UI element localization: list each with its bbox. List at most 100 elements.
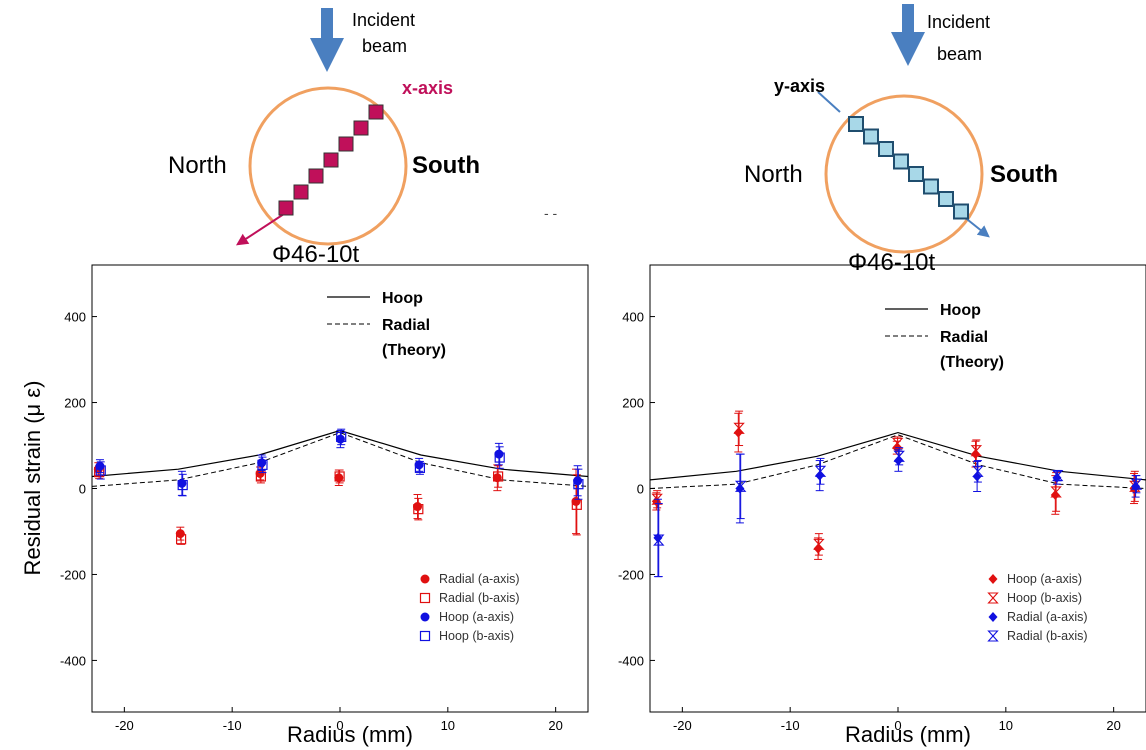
plot-frame [649,264,1146,713]
y-tick-label: 400 [622,310,644,325]
data-point [413,504,424,515]
y-tick-label: -200 [60,567,86,582]
incident-beam-arrow-icon [310,8,344,72]
legend-theory-note: (Theory) [940,354,1004,371]
measurement-point-square [308,168,324,184]
series-radial-a-axis- [653,449,1141,578]
measurement-point-square [353,120,369,136]
data-point [494,452,505,463]
legend-marker [988,574,998,584]
data-point [734,480,747,492]
x-tick-label: -20 [673,718,692,733]
legend-marker [420,574,430,584]
x-axis-title: Radius (mm) [287,722,413,747]
legend-marker [988,612,998,622]
y-tick-label: 0 [637,482,644,497]
x-tick-label: 20 [1106,718,1120,733]
specimen-circle [248,86,408,246]
series-hoop-a-axis- [651,412,1139,560]
legend-series-label: Hoop (b-axis) [439,629,514,643]
legend-marker [419,630,431,642]
measurement-point-square [893,153,909,170]
x-tick-label: 10 [441,718,455,733]
series-radial-b-axis- [94,465,582,545]
data-point [1050,486,1062,498]
measurement-point-square [908,166,924,182]
x-tick-label: 0 [336,718,343,733]
measurement-point-square [293,184,309,200]
specimen-circle [824,94,984,254]
x-tick-label: -20 [115,718,134,733]
x-axis-title: Radius (mm) [845,722,971,747]
north-label: North [744,161,803,188]
x-tick-label: 10 [999,718,1013,733]
chart-left: -400 -200 0 200 400 -20 -10 0 10 20 Radius (mm) Hoo… [60,264,589,747]
incident-label-line2: beam [362,36,407,56]
legend-series-label: Radial (a-axis) [439,572,520,586]
legend-hoop-label: Hoop [382,290,423,307]
y-tick-label: -200 [618,567,644,582]
y-tick-label: 200 [622,396,644,411]
data-point [813,538,825,550]
measurement-point-square [953,203,969,220]
measurement-point-square [878,141,894,157]
data-point [336,431,347,443]
series-hoop-a-axis- [95,429,583,497]
legend-marker [987,630,999,642]
incident-label-line1: Incident [927,12,990,32]
series-hoop-b-axis- [95,428,584,500]
y-axis-pointer [817,91,841,113]
south-label: South [412,152,480,179]
data-point [257,459,268,470]
measurement-point-square [923,178,939,195]
x-tick-label: 20 [548,718,562,733]
legend-series-label: Hoop (a-axis) [439,610,514,624]
data-point [814,465,827,477]
data-point [494,449,504,459]
legend-marker [420,612,430,622]
right-schematic: Incident beam y-axis North South Φ46-10t [744,4,1058,276]
x-axis-arrow-icon [235,209,291,246]
x-axis-measurement-squares [278,104,384,216]
theory-radial-line [91,432,589,487]
measurement-point-square [848,116,864,132]
data-point [177,479,188,491]
south-label: South [990,161,1058,188]
data-point [733,422,745,434]
data-point [334,473,344,483]
data-point [492,473,502,483]
x-tick-label: 0 [894,718,901,733]
legend-radial-label: Radial [382,317,430,334]
legend-series-label: Radial (a-axis) [1007,610,1088,624]
legend-radial-label: Radial [940,329,988,346]
y-tick-label: 0 [79,482,86,497]
data-point [573,479,584,490]
y-axis-measurement-squares [848,116,969,220]
x-axis-label: x-axis [402,78,453,98]
measurement-point-square [368,104,384,120]
specimen-label: Φ46-10t [848,249,936,276]
data-point [970,445,983,457]
data-point [414,462,426,473]
stray-mark: - - [544,205,558,221]
series-radial-a-axis- [93,462,581,541]
legend-series-label: Radial (b-axis) [439,591,520,605]
measurement-point-square [863,128,879,145]
data-point [653,534,665,546]
data-point [334,471,345,482]
chart-right: -400 -200 0 200 400 -20 -10 0 10 20 Radius (mm) Hoo… [618,264,1146,747]
measurement-point-square [338,136,354,152]
measurement-point-square [278,200,294,216]
y-tick-label: 200 [64,396,86,411]
y-axis-label: y-axis [774,76,825,96]
measurement-point-square [323,152,339,168]
data-point [651,493,663,505]
legend-series-label: Radial (b-axis) [1007,629,1088,643]
y-axis-title: Residual strain (μ ε) [20,381,45,576]
data-point [971,449,981,460]
data-point [255,471,266,482]
legend-hoop-label: Hoop [940,302,981,319]
y-tick-label: -400 [60,653,86,668]
legend-series-label: Hoop (b-axis) [1007,591,1082,605]
